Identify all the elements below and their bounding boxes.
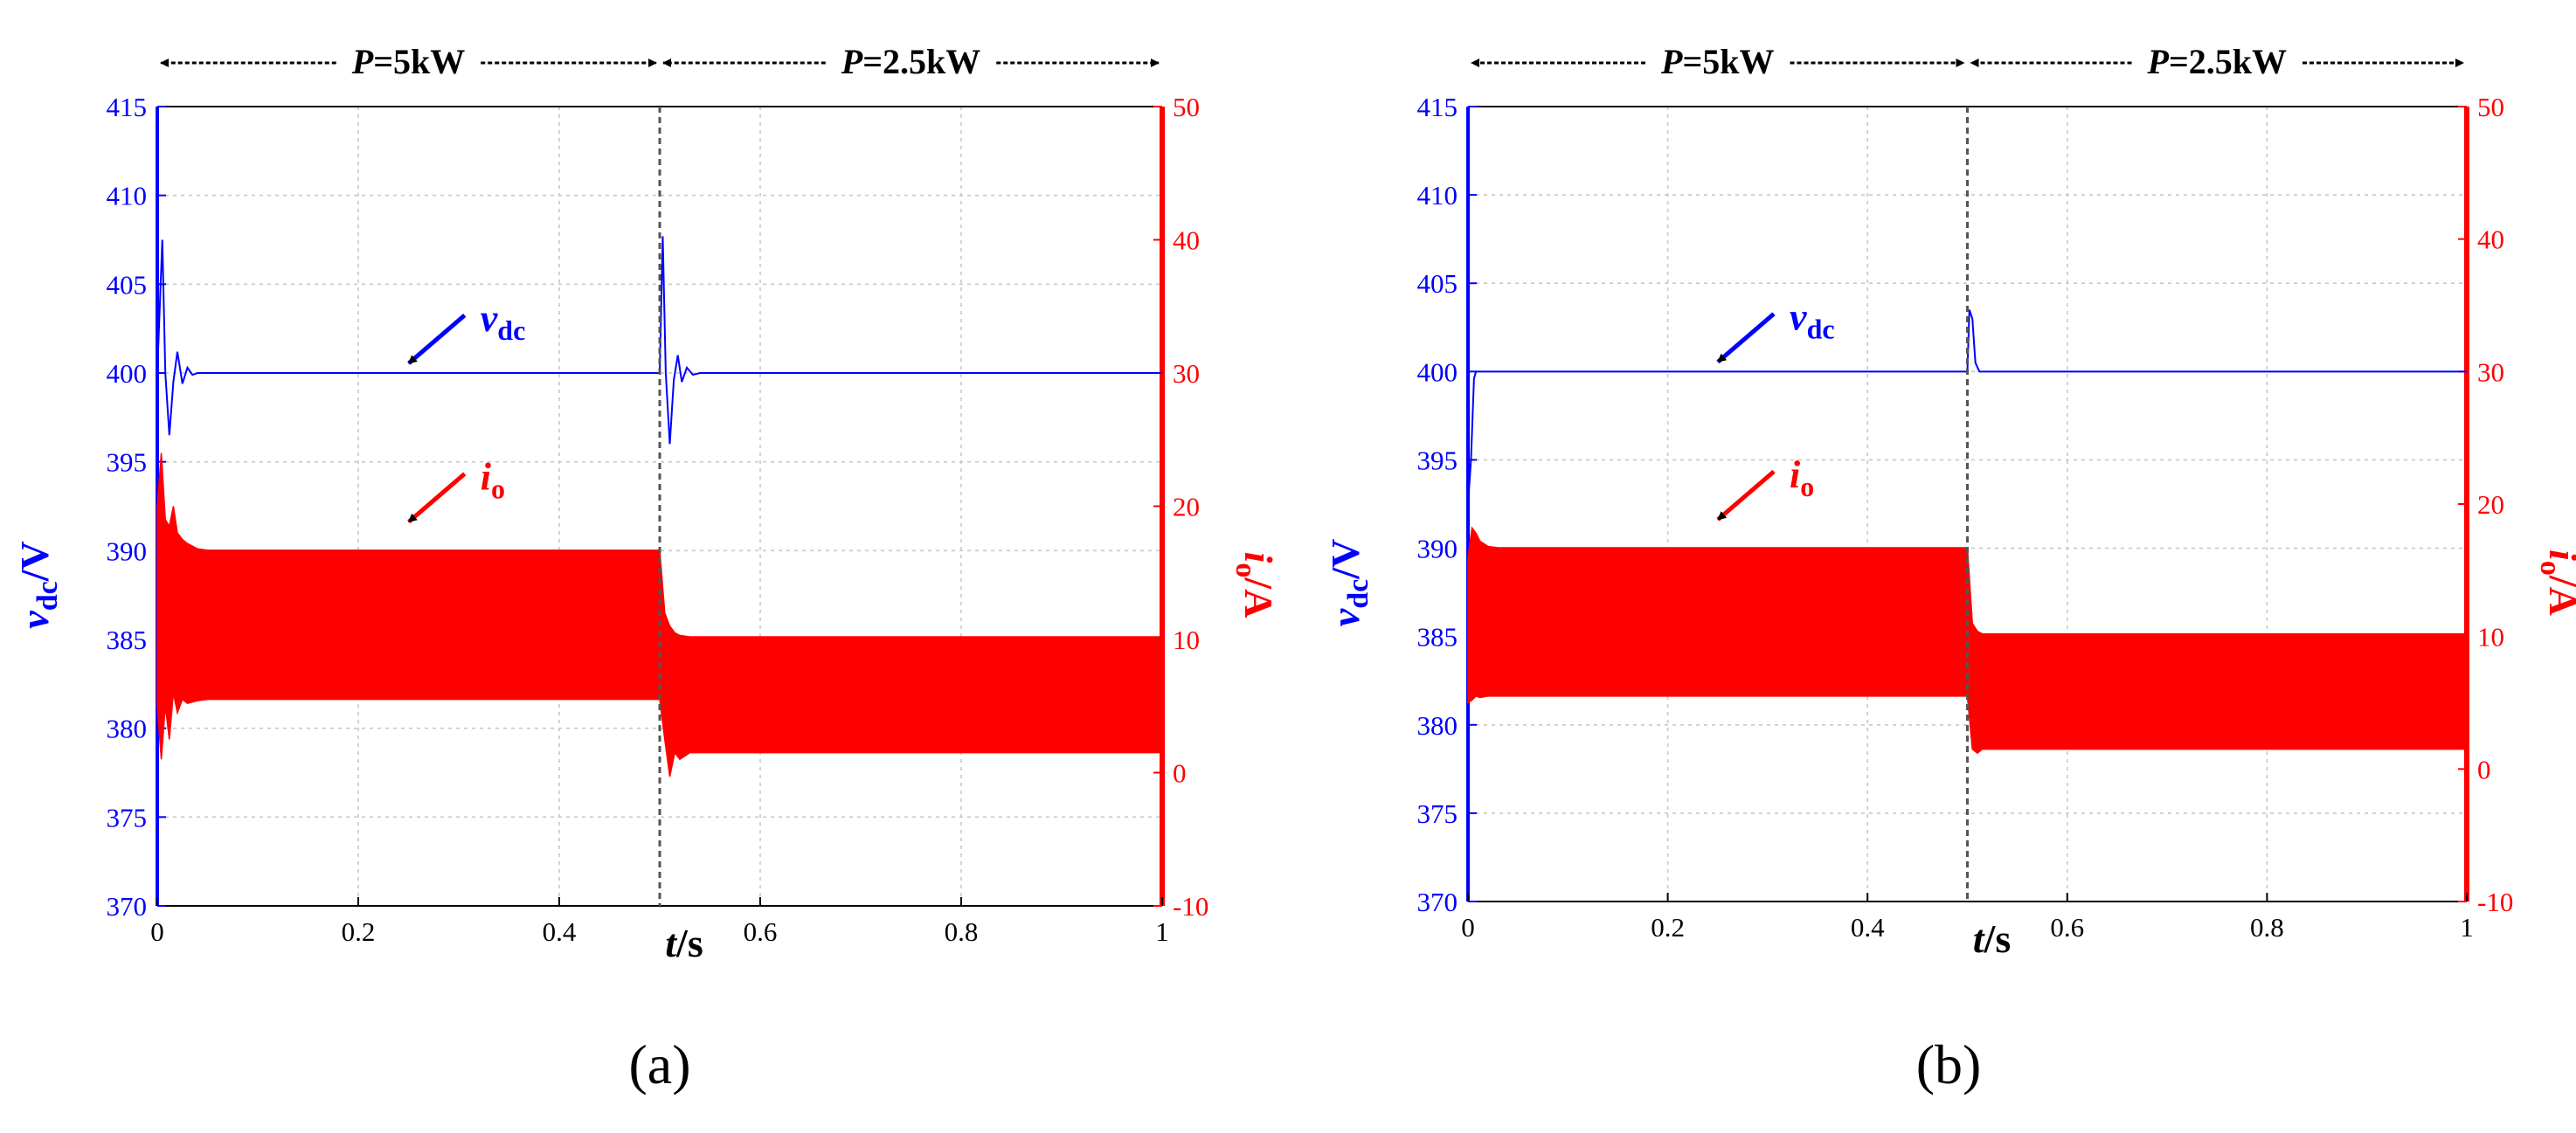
right-y-axis-label: io/A bbox=[2534, 549, 2576, 616]
left-y-tick-label: 370 bbox=[1417, 887, 1458, 917]
right-y-tick-label: 50 bbox=[2477, 92, 2504, 122]
left-y-tick-label: 410 bbox=[1417, 180, 1458, 211]
right-y-tick-label: -10 bbox=[2477, 887, 2513, 917]
x-axis-label: t/s bbox=[1973, 916, 2011, 961]
left-y-axis-label: vdc/V bbox=[12, 541, 64, 628]
io-annotation: io bbox=[481, 455, 505, 504]
left-y-tick-label: 385 bbox=[107, 625, 148, 655]
panel-label: (a) bbox=[628, 1033, 690, 1095]
left-y-tick-label: 395 bbox=[1417, 445, 1458, 475]
pointer-arrow-icon bbox=[1716, 469, 1776, 522]
left-y-tick-label: 390 bbox=[107, 535, 148, 566]
io-series bbox=[1467, 526, 2468, 755]
vdc-annotation: vdc bbox=[481, 297, 526, 346]
right-y-tick-label: 0 bbox=[1173, 758, 1187, 789]
left-y-tick-label: 415 bbox=[1417, 92, 1458, 122]
panel-b: 0 0.2 0.4 0.6 0.8 137037538038539039540040541… bbox=[1323, 42, 2576, 1095]
left-y-tick-label: 380 bbox=[1417, 710, 1458, 741]
right-y-tick-label: 20 bbox=[1173, 492, 1200, 522]
vdc-annotation: vdc bbox=[1790, 295, 1835, 344]
left-y-tick-label: 375 bbox=[107, 802, 148, 832]
right-y-tick-label: -10 bbox=[1173, 891, 1208, 922]
left-y-tick-label: 390 bbox=[1417, 534, 1458, 564]
x-tick-label: 0.2 bbox=[1651, 912, 1685, 943]
x-tick-label: 0.8 bbox=[945, 916, 979, 947]
x-tick-label: 0 bbox=[1461, 912, 1475, 943]
right-y-tick-label: 0 bbox=[2477, 754, 2491, 784]
x-axis-label: t/s bbox=[665, 921, 703, 965]
vdc-series bbox=[1467, 309, 2467, 505]
right-y-tick-label: 30 bbox=[2477, 356, 2504, 387]
x-tick-label: 0.2 bbox=[342, 916, 376, 947]
pointer-arrow-icon bbox=[407, 314, 467, 365]
left-y-tick-label: 405 bbox=[1417, 268, 1458, 299]
left-y-tick-label: 410 bbox=[107, 181, 148, 211]
right-y-tick-label: 40 bbox=[1173, 225, 1200, 256]
x-tick-label: 0.6 bbox=[744, 916, 778, 947]
region-2p5kw-label: P=2.5kW bbox=[841, 42, 980, 81]
vdc-series bbox=[156, 236, 1162, 445]
left-y-axis-label: vdc/V bbox=[1323, 539, 1375, 626]
x-tick-label: 0.4 bbox=[1851, 912, 1885, 943]
region-5kw-label: P=5kW bbox=[1660, 42, 1774, 81]
pointer-arrow-icon bbox=[1716, 312, 1776, 364]
left-y-tick-label: 380 bbox=[107, 714, 148, 744]
right-y-tick-label: 10 bbox=[2477, 622, 2504, 653]
region-5kw-label: P=5kW bbox=[351, 42, 465, 81]
left-y-tick-label: 385 bbox=[1417, 622, 1458, 653]
panel-a: 0 0.2 0.4 0.6 0.8 137037538038539039540040541… bbox=[12, 42, 1281, 1095]
right-y-tick-label: 50 bbox=[1173, 92, 1200, 122]
left-y-tick-label: 415 bbox=[107, 92, 148, 122]
left-y-tick-label: 400 bbox=[107, 358, 148, 389]
right-y-tick-label: 30 bbox=[1173, 358, 1200, 389]
x-tick-label: 0.4 bbox=[543, 916, 577, 947]
x-tick-label: 0.6 bbox=[2050, 912, 2084, 943]
x-tick-label: 0.8 bbox=[2250, 912, 2284, 943]
x-tick-label: 1 bbox=[1155, 916, 1169, 947]
right-y-tick-label: 40 bbox=[2477, 225, 2504, 255]
right-y-tick-label: 20 bbox=[2477, 489, 2504, 520]
pointer-arrow-icon bbox=[407, 472, 467, 524]
region-2p5kw-label: P=2.5kW bbox=[2147, 42, 2287, 81]
panel-label: (b) bbox=[1916, 1033, 1982, 1095]
left-y-tick-label: 375 bbox=[1417, 798, 1458, 829]
io-annotation: io bbox=[1790, 453, 1814, 502]
left-y-tick-label: 400 bbox=[1417, 356, 1458, 387]
left-y-tick-label: 395 bbox=[107, 447, 148, 478]
left-y-tick-label: 405 bbox=[107, 269, 148, 300]
right-y-axis-label: io/A bbox=[1229, 552, 1281, 618]
right-y-tick-label: 10 bbox=[1173, 625, 1200, 655]
left-y-tick-label: 370 bbox=[107, 891, 148, 922]
x-tick-label: 1 bbox=[2460, 912, 2474, 943]
x-tick-label: 0 bbox=[150, 916, 164, 947]
